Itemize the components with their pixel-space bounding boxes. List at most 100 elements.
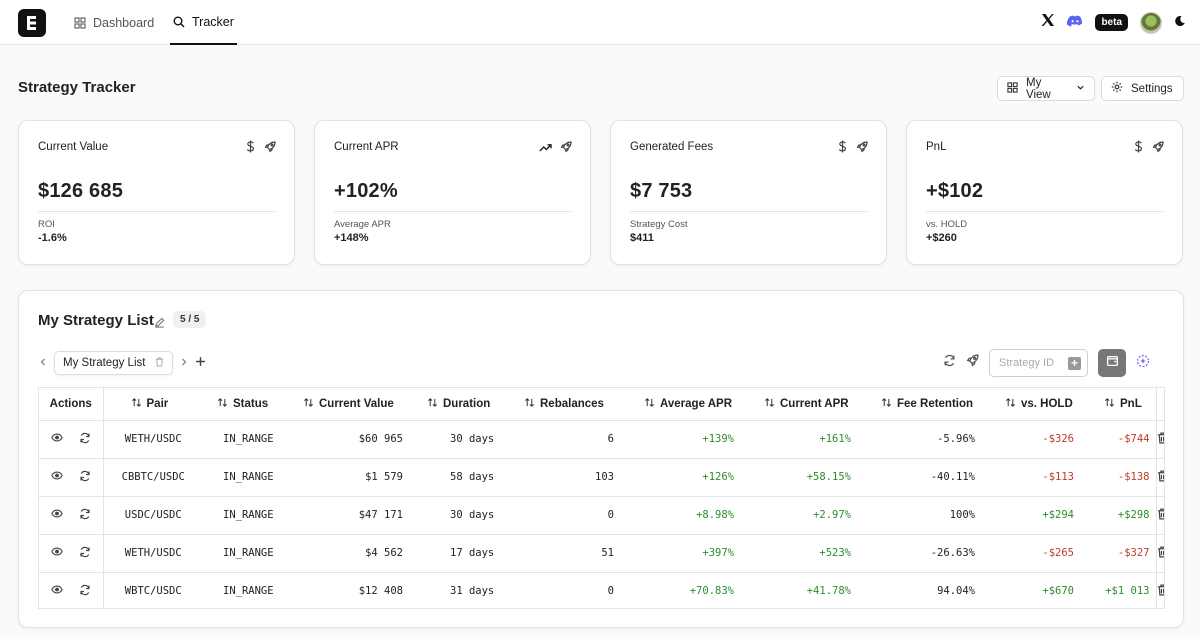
cell-duration: 17 days bbox=[413, 534, 510, 573]
card-title: Current Value bbox=[38, 141, 109, 153]
card-divider bbox=[38, 211, 275, 212]
eye-icon[interactable] bbox=[50, 547, 63, 559]
metric-card-pnl: PnL +$102 vs. HOLD +$260 bbox=[906, 120, 1183, 265]
cell-pair: WBTC/USDC bbox=[103, 572, 203, 608]
cell-pnl: -$744 bbox=[1084, 420, 1156, 459]
cell-pnl: -$327 bbox=[1084, 534, 1156, 573]
card-divider bbox=[926, 211, 1163, 212]
card-value: +102% bbox=[334, 180, 398, 202]
cell-vs-hold: +$294 bbox=[985, 496, 1084, 535]
refresh-icon[interactable] bbox=[79, 470, 91, 485]
nav-tracker-label: Tracker bbox=[192, 14, 234, 29]
trash-icon[interactable] bbox=[1157, 431, 1164, 447]
card-sub-value: -1.6% bbox=[38, 232, 67, 244]
cell-fee-retention: -40.11% bbox=[861, 458, 985, 497]
col-header-current-value[interactable]: Current Value bbox=[289, 388, 413, 421]
dollar-icon[interactable] bbox=[837, 140, 848, 158]
refresh-icon[interactable] bbox=[79, 508, 91, 523]
x-twitter-icon[interactable] bbox=[1041, 13, 1055, 32]
trash-icon[interactable] bbox=[1157, 507, 1164, 523]
eye-icon[interactable] bbox=[50, 509, 63, 521]
sort-icon bbox=[217, 397, 228, 411]
cell-pnl: +$1 013 bbox=[1084, 572, 1156, 608]
add-tab-icon[interactable] bbox=[195, 354, 206, 372]
strategy-id-input[interactable] bbox=[999, 357, 1065, 369]
tab-my-strategy-list[interactable]: My Strategy List bbox=[54, 351, 174, 375]
grid-icon bbox=[1007, 81, 1018, 96]
col-header-vs-hold[interactable]: vs. HOLD bbox=[985, 388, 1084, 421]
refresh-icon[interactable] bbox=[79, 432, 91, 447]
trash-icon[interactable] bbox=[1157, 545, 1164, 561]
cell-vs-hold: +$670 bbox=[985, 572, 1084, 608]
col-header-status[interactable]: Status bbox=[203, 388, 289, 421]
trash-icon[interactable] bbox=[155, 356, 164, 370]
avatar[interactable] bbox=[1140, 11, 1162, 34]
cell-rebalances: 6 bbox=[510, 420, 624, 459]
dollar-icon[interactable] bbox=[245, 140, 256, 158]
sort-icon bbox=[644, 397, 655, 411]
rocket-icon[interactable] bbox=[856, 140, 868, 158]
ai-assistant-icon[interactable] bbox=[1136, 354, 1150, 373]
rocket-icon[interactable] bbox=[1152, 140, 1164, 158]
nav-tracker[interactable]: Tracker bbox=[170, 0, 237, 45]
wallet-button[interactable] bbox=[1098, 349, 1126, 377]
trending-up-icon[interactable] bbox=[539, 140, 552, 158]
top-navbar: Dashboard Tracker beta bbox=[0, 0, 1200, 45]
card-sub-label: Strategy Cost bbox=[630, 219, 688, 230]
strategy-id-field[interactable]: + bbox=[989, 349, 1088, 377]
refresh-icon[interactable] bbox=[943, 354, 956, 372]
chevron-right-icon[interactable] bbox=[179, 354, 189, 372]
row-delete bbox=[1155, 534, 1164, 573]
app-logo[interactable] bbox=[18, 9, 46, 37]
col-header-actions: Actions bbox=[39, 388, 104, 421]
table-row: WETH/USDC IN_RANGE $60 965 30 days 6 +139% +16… bbox=[39, 420, 1164, 459]
cell-duration: 58 days bbox=[413, 458, 510, 497]
table-row: USDC/USDC IN_RANGE $47 171 30 days 0 +8.98% +2… bbox=[39, 496, 1164, 535]
moon-icon[interactable] bbox=[1174, 14, 1186, 32]
cell-vs-hold: -$326 bbox=[985, 420, 1084, 459]
pencil-icon[interactable] bbox=[154, 315, 165, 333]
card-divider bbox=[630, 211, 867, 212]
eye-icon[interactable] bbox=[50, 585, 63, 597]
card-title: PnL bbox=[926, 141, 947, 153]
nav-dashboard-label: Dashboard bbox=[93, 15, 155, 30]
col-header-average-apr[interactable]: Average APR bbox=[624, 388, 744, 421]
rocket-icon[interactable] bbox=[560, 140, 572, 158]
chevron-left-icon[interactable] bbox=[38, 354, 48, 372]
col-header-pair[interactable]: Pair bbox=[103, 388, 203, 421]
dollar-icon[interactable] bbox=[1133, 140, 1144, 158]
rocket-icon[interactable] bbox=[264, 140, 276, 158]
trash-icon[interactable] bbox=[1157, 583, 1164, 599]
nav-dashboard[interactable]: Dashboard bbox=[74, 0, 154, 45]
metric-card-current-value: Current Value $126 685 ROI -1.6% bbox=[18, 120, 295, 265]
cell-rebalances: 0 bbox=[510, 496, 624, 535]
cell-current-value: $60 965 bbox=[289, 420, 413, 459]
cell-duration: 30 days bbox=[413, 496, 510, 535]
cell-pair: WETH/USDC bbox=[103, 420, 203, 459]
col-header-duration[interactable]: Duration bbox=[413, 388, 510, 421]
col-header-rebalances[interactable]: Rebalances bbox=[510, 388, 624, 421]
strategy-list-title: My Strategy List bbox=[38, 312, 154, 329]
settings-button[interactable]: Settings bbox=[1101, 76, 1184, 101]
cell-pnl: -$138 bbox=[1084, 458, 1156, 497]
trash-icon[interactable] bbox=[1157, 469, 1164, 485]
col-header-pnl[interactable]: PnL bbox=[1084, 388, 1156, 421]
refresh-icon[interactable] bbox=[79, 584, 91, 599]
add-strategy-button[interactable]: + bbox=[1068, 356, 1081, 370]
refresh-icon[interactable] bbox=[79, 546, 91, 561]
row-actions bbox=[39, 572, 104, 608]
sort-icon bbox=[764, 397, 775, 411]
strategy-list-panel: My Strategy List 5 / 5 My Strategy List bbox=[18, 290, 1184, 628]
card-sub-value: $411 bbox=[630, 232, 654, 244]
my-view-button[interactable]: My View bbox=[997, 76, 1095, 101]
cell-current-value: $12 408 bbox=[289, 572, 413, 608]
col-header-fee-retention[interactable]: Fee Retention bbox=[861, 388, 985, 421]
metric-card-generated-fees: Generated Fees $7 753 Strategy Cost $411 bbox=[610, 120, 887, 265]
table-header-row: Actions Pair Status Current Value Durati… bbox=[39, 388, 1164, 421]
discord-icon[interactable] bbox=[1067, 14, 1083, 32]
page-title: Strategy Tracker bbox=[18, 79, 136, 96]
rocket-icon[interactable] bbox=[966, 354, 979, 372]
eye-icon[interactable] bbox=[50, 433, 63, 445]
eye-icon[interactable] bbox=[50, 471, 63, 483]
col-header-current-apr[interactable]: Current APR bbox=[744, 388, 861, 421]
